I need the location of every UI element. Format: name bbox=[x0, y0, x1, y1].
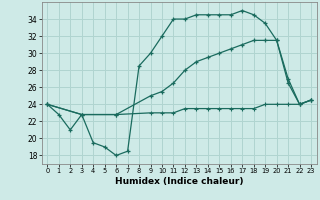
X-axis label: Humidex (Indice chaleur): Humidex (Indice chaleur) bbox=[115, 177, 244, 186]
